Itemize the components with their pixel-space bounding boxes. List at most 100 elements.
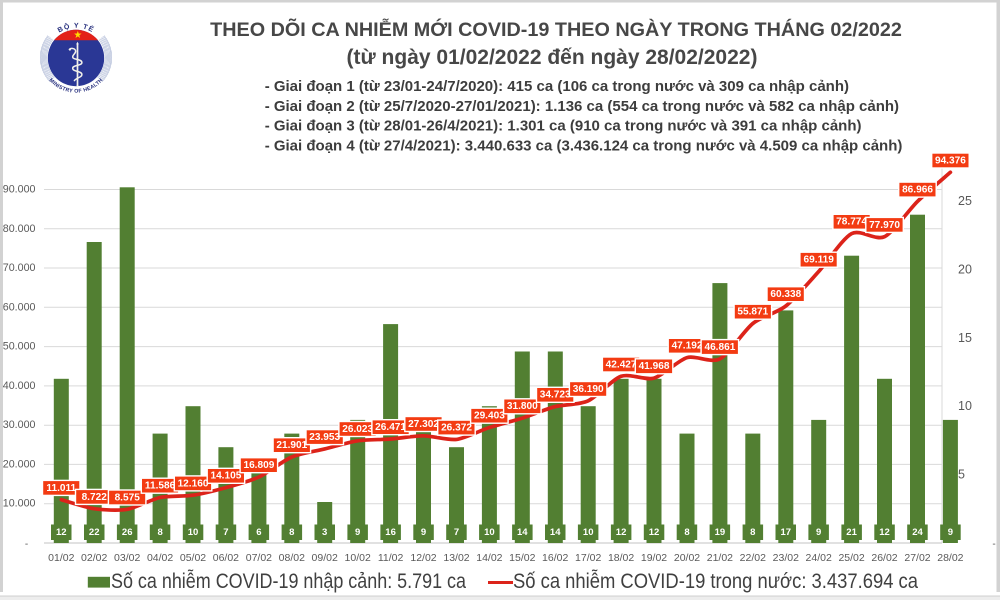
svg-text:25/02: 25/02 (838, 552, 864, 564)
svg-text:15/02: 15/02 (509, 552, 535, 564)
svg-text:20.000: 20.000 (3, 458, 36, 470)
svg-text:9: 9 (948, 527, 953, 538)
svg-text:04/02: 04/02 (147, 552, 173, 564)
svg-text:28/02: 28/02 (937, 552, 963, 564)
svg-text:- Giai đoạn 3 (từ 28/01-26/4/2: - Giai đoạn 3 (từ 28/01-26/4/2021): 1.30… (265, 118, 862, 135)
svg-text:12: 12 (879, 527, 890, 538)
svg-text:Số ca nhiễm COVID-19 nhập cảnh: Số ca nhiễm COVID-19 nhập cảnh: 5.791 ca (111, 568, 466, 593)
svg-text:07/02: 07/02 (246, 552, 272, 564)
svg-text:13/02: 13/02 (443, 552, 469, 564)
svg-text:12/02: 12/02 (410, 552, 436, 564)
svg-text:86.966: 86.966 (902, 185, 933, 196)
svg-text:9: 9 (816, 527, 821, 538)
svg-text:24: 24 (912, 527, 923, 538)
svg-text:03/02: 03/02 (114, 552, 140, 564)
svg-text:30.000: 30.000 (3, 419, 36, 431)
svg-text:10: 10 (484, 527, 495, 538)
svg-text:69.119: 69.119 (804, 255, 835, 266)
svg-text:8: 8 (289, 527, 294, 538)
svg-text:70.000: 70.000 (3, 262, 36, 274)
svg-text:14: 14 (517, 527, 528, 538)
svg-text:3: 3 (322, 527, 327, 538)
svg-text:8: 8 (750, 527, 755, 538)
svg-text:78.774: 78.774 (836, 217, 867, 228)
svg-text:10: 10 (583, 527, 594, 538)
svg-text:34.723: 34.723 (540, 390, 571, 401)
svg-text:10: 10 (188, 527, 199, 538)
svg-text:7: 7 (454, 527, 459, 538)
svg-text:12.160: 12.160 (178, 478, 209, 489)
svg-text:41.968: 41.968 (639, 361, 670, 372)
svg-text:10.000: 10.000 (3, 498, 36, 510)
svg-text:55.871: 55.871 (737, 307, 768, 318)
svg-text:8: 8 (684, 527, 689, 538)
svg-text:(từ ngày 01/02/2022 đến ngày 2: (từ ngày 01/02/2022 đến ngày 28/02/2022) (347, 46, 758, 69)
svg-text:47.192: 47.192 (672, 341, 703, 352)
svg-text:THEO DÕI CA NHIỄM MỚI COVID-19: THEO DÕI CA NHIỄM MỚI COVID-19 THEO NGÀY… (210, 17, 902, 41)
svg-text:8.722: 8.722 (82, 492, 108, 503)
svg-text:90.000: 90.000 (3, 184, 36, 196)
svg-text:19/02: 19/02 (641, 552, 667, 564)
svg-text:-: - (992, 539, 995, 550)
svg-text:20: 20 (958, 262, 972, 276)
svg-text:22: 22 (89, 527, 100, 538)
svg-text:01/02: 01/02 (48, 552, 74, 564)
svg-text:25: 25 (958, 194, 972, 208)
svg-text:16: 16 (385, 527, 396, 538)
svg-text:22/02: 22/02 (740, 552, 766, 564)
svg-text:50.000: 50.000 (3, 341, 36, 353)
svg-text:15: 15 (958, 331, 972, 345)
svg-text:14/02: 14/02 (476, 552, 502, 564)
svg-text:8: 8 (157, 527, 162, 538)
svg-text:8.575: 8.575 (115, 492, 141, 503)
svg-text:9: 9 (421, 527, 426, 538)
svg-text:14: 14 (550, 527, 561, 538)
svg-text:21: 21 (846, 527, 857, 538)
svg-text:42.427: 42.427 (606, 359, 637, 370)
svg-text:17/02: 17/02 (575, 552, 601, 564)
svg-text:27/02: 27/02 (904, 552, 930, 564)
svg-text:19: 19 (715, 527, 726, 538)
svg-text:26/02: 26/02 (871, 552, 897, 564)
svg-text:9: 9 (355, 527, 360, 538)
svg-text:26.471: 26.471 (375, 422, 406, 433)
svg-text:20/02: 20/02 (674, 552, 700, 564)
svg-text:10/02: 10/02 (345, 552, 371, 564)
svg-text:21.901: 21.901 (276, 440, 307, 451)
svg-text:14.105: 14.105 (210, 471, 241, 482)
svg-text:26: 26 (122, 527, 133, 538)
svg-text:-: - (25, 539, 28, 550)
svg-text:12: 12 (56, 527, 67, 538)
svg-text:17: 17 (781, 527, 792, 538)
svg-text:10: 10 (958, 399, 972, 413)
svg-text:23.953: 23.953 (309, 432, 340, 443)
svg-text:16/02: 16/02 (542, 552, 568, 564)
svg-text:60.000: 60.000 (3, 301, 36, 313)
svg-text:16.809: 16.809 (243, 460, 274, 471)
svg-text:Số ca nhiễm COVID-19 trong nướ: Số ca nhiễm COVID-19 trong nước: 3.437.6… (513, 568, 918, 593)
svg-text:26.372: 26.372 (441, 423, 472, 434)
svg-text:36.190: 36.190 (573, 384, 604, 395)
svg-text:40.000: 40.000 (3, 380, 36, 392)
svg-text:27.302: 27.302 (408, 419, 439, 430)
svg-text:05/02: 05/02 (180, 552, 206, 564)
svg-text:77.970: 77.970 (869, 220, 900, 231)
svg-text:26.023: 26.023 (342, 424, 373, 435)
svg-text:29.403: 29.403 (474, 411, 505, 422)
svg-text:21/02: 21/02 (707, 552, 733, 564)
svg-text:24/02: 24/02 (806, 552, 832, 564)
svg-text:12: 12 (616, 527, 627, 538)
svg-text:80.000: 80.000 (3, 223, 36, 235)
svg-text:11.586: 11.586 (145, 481, 176, 492)
svg-text:60.338: 60.338 (770, 289, 801, 300)
svg-text:18/02: 18/02 (608, 552, 634, 564)
svg-text:11.011: 11.011 (46, 483, 76, 494)
svg-text:- Giai đoạn 2 (từ 25/7/2020-27: - Giai đoạn 2 (từ 25/7/2020-27/01/2021):… (265, 98, 899, 115)
svg-text:6: 6 (256, 527, 261, 538)
svg-text:31.800: 31.800 (507, 401, 538, 412)
svg-text:7: 7 (223, 527, 228, 538)
svg-text:23/02: 23/02 (773, 552, 799, 564)
svg-text:94.376: 94.376 (935, 155, 966, 166)
svg-text:09/02: 09/02 (312, 552, 338, 564)
svg-text:12: 12 (649, 527, 660, 538)
